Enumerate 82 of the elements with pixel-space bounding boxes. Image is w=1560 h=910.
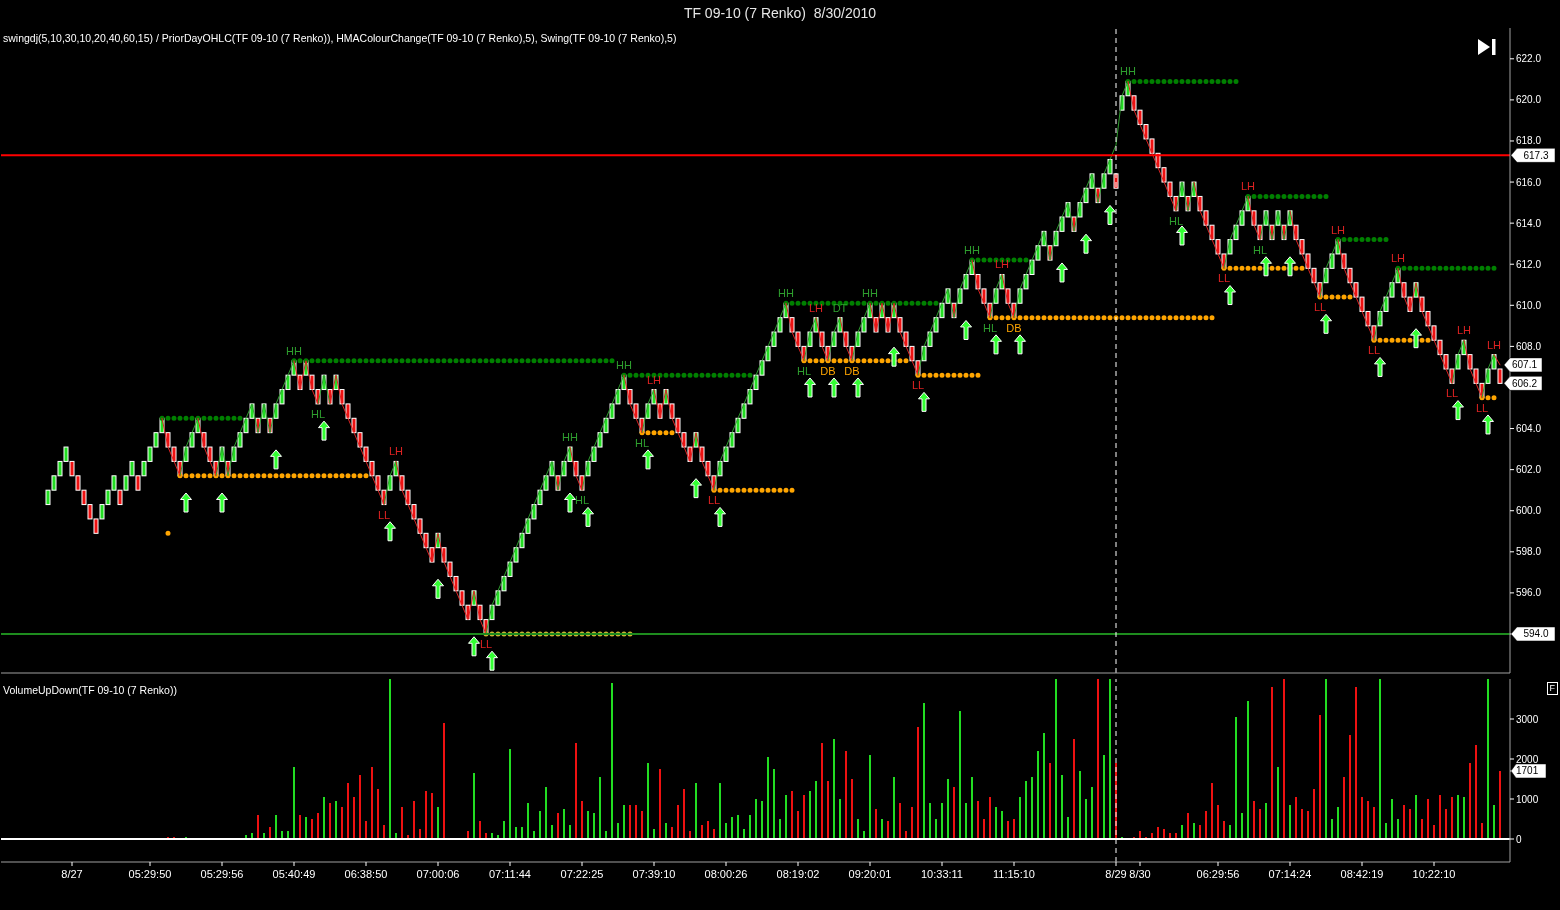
y-tick-label: 620.0 [1516, 94, 1542, 106]
data-label: LH [1330, 223, 1346, 236]
text: F [1546, 682, 1558, 695]
text: VolumeUpDown(TF 09-10 (7 Renko)) [3, 684, 177, 696]
y-tick-label: 622.0 [1516, 53, 1542, 65]
y-tick-label: 604.0 [1516, 423, 1542, 435]
data-label: HL [1252, 243, 1268, 256]
y-tick-label: 612.0 [1516, 258, 1542, 270]
x-tick-label: 8/27 [61, 867, 83, 880]
data-label: HL [310, 407, 326, 420]
data-label: HL [574, 494, 590, 507]
data-label: LL [1475, 401, 1489, 414]
chart-title: TF 09-10 (7 Renko) 8/30/2010 [682, 4, 878, 23]
data-label: LL [479, 637, 493, 650]
data-label: LH [808, 301, 824, 314]
data-label: LH [1486, 338, 1502, 351]
data-label: DT [832, 301, 848, 314]
y-tick-label: 596.0 [1516, 587, 1542, 599]
y-tick-label: 598.0 [1516, 546, 1542, 558]
x-tick-label: 06:38:50 [344, 867, 388, 880]
y-tick-label: 602.0 [1516, 464, 1542, 476]
data-label: LL [911, 379, 925, 392]
data-label: HL [634, 436, 650, 449]
chart-subtitle: swingdj(5,10,30,10,20,40,60,15) / PriorDayOHLC(TF 09-10 (7 Renko)), HMAColourChange(TF 09-10 (7 Renko),5), Swing(TF 09-10 (7 Renko),5) [3, 32, 677, 44]
x-tick-label: 07:39:10 [632, 867, 676, 880]
data-label: HH [286, 344, 302, 357]
x-tick-label: 05:29:56 [200, 867, 244, 880]
x-tick-label: 08:00:26 [704, 867, 748, 880]
data-label: HH [562, 431, 578, 444]
y-tick-label: 616.0 [1516, 176, 1542, 188]
x-tick-label: 07:11:44 [488, 867, 532, 880]
y-tick-label: 1000 [1516, 793, 1539, 805]
y-tick-label: 2000 [1516, 753, 1539, 765]
ref-line-label: 617.3 [1523, 149, 1549, 161]
x-tick-label: 05:40:49 [272, 867, 316, 880]
text: 606.2 [1512, 377, 1538, 389]
y-tick-label: 608.0 [1516, 340, 1542, 352]
data-label: LL [1313, 301, 1327, 314]
x-tick-label: 11:15:10 [992, 867, 1036, 880]
y-tick-label: 1701 [1516, 765, 1539, 777]
data-label: HH [778, 287, 794, 300]
x-tick-label: 09:20:01 [848, 867, 892, 880]
y-tick-label: 618.0 [1516, 135, 1542, 147]
data-label: LH [646, 373, 662, 386]
x-tick-label: 10:22:10 [1412, 867, 1456, 880]
x-tick-label: 08:42:19 [1340, 867, 1384, 880]
x-tick-label: 06:29:56 [1196, 867, 1240, 880]
data-label: HH [1120, 65, 1136, 78]
x-tick-label: 07:14:24 [1268, 867, 1312, 880]
data-label: LL [377, 508, 391, 521]
data-label: LL [1367, 344, 1381, 357]
data-label: LL [707, 494, 721, 507]
x-tick-label: 08:19:02 [776, 867, 820, 880]
y-tick-label: 600.0 [1516, 505, 1542, 517]
x-tick-label: 07:00:06 [416, 867, 460, 880]
y-tick-label: 3000 [1516, 713, 1539, 725]
data-label: HH [616, 359, 632, 372]
y-tick-label: 614.0 [1516, 217, 1542, 229]
y-tick-label: 0 [1516, 833, 1522, 845]
data-label: DB [844, 364, 860, 377]
data-label: LH [1390, 252, 1406, 265]
x-tick-label: 10:33:11 [920, 867, 964, 880]
x-tick-label: 05:29:50 [128, 867, 172, 880]
data-label: DB [1006, 321, 1022, 334]
x-tick-label: 8/29 [1105, 867, 1127, 880]
data-label: LH [1456, 324, 1472, 337]
ref-line-label: 594.0 [1523, 628, 1549, 640]
data-label: HL [982, 321, 998, 334]
data-label: LL [1445, 387, 1459, 400]
data-label: HL [796, 364, 812, 377]
data-label: DB [820, 364, 836, 377]
x-tick-label: 07:22:25 [560, 867, 604, 880]
data-label: LH [1240, 180, 1256, 193]
data-label: LL [1217, 272, 1231, 285]
data-label: HL [1168, 214, 1184, 227]
data-label: HH [964, 244, 980, 257]
data-label: 607.1 [1512, 359, 1538, 371]
x-tick-label: 8/30 [1129, 867, 1151, 880]
y-tick-label: 610.0 [1516, 299, 1542, 311]
data-label: LH [388, 445, 404, 458]
data-label: HH [862, 287, 878, 300]
data-label: LH [994, 258, 1010, 271]
